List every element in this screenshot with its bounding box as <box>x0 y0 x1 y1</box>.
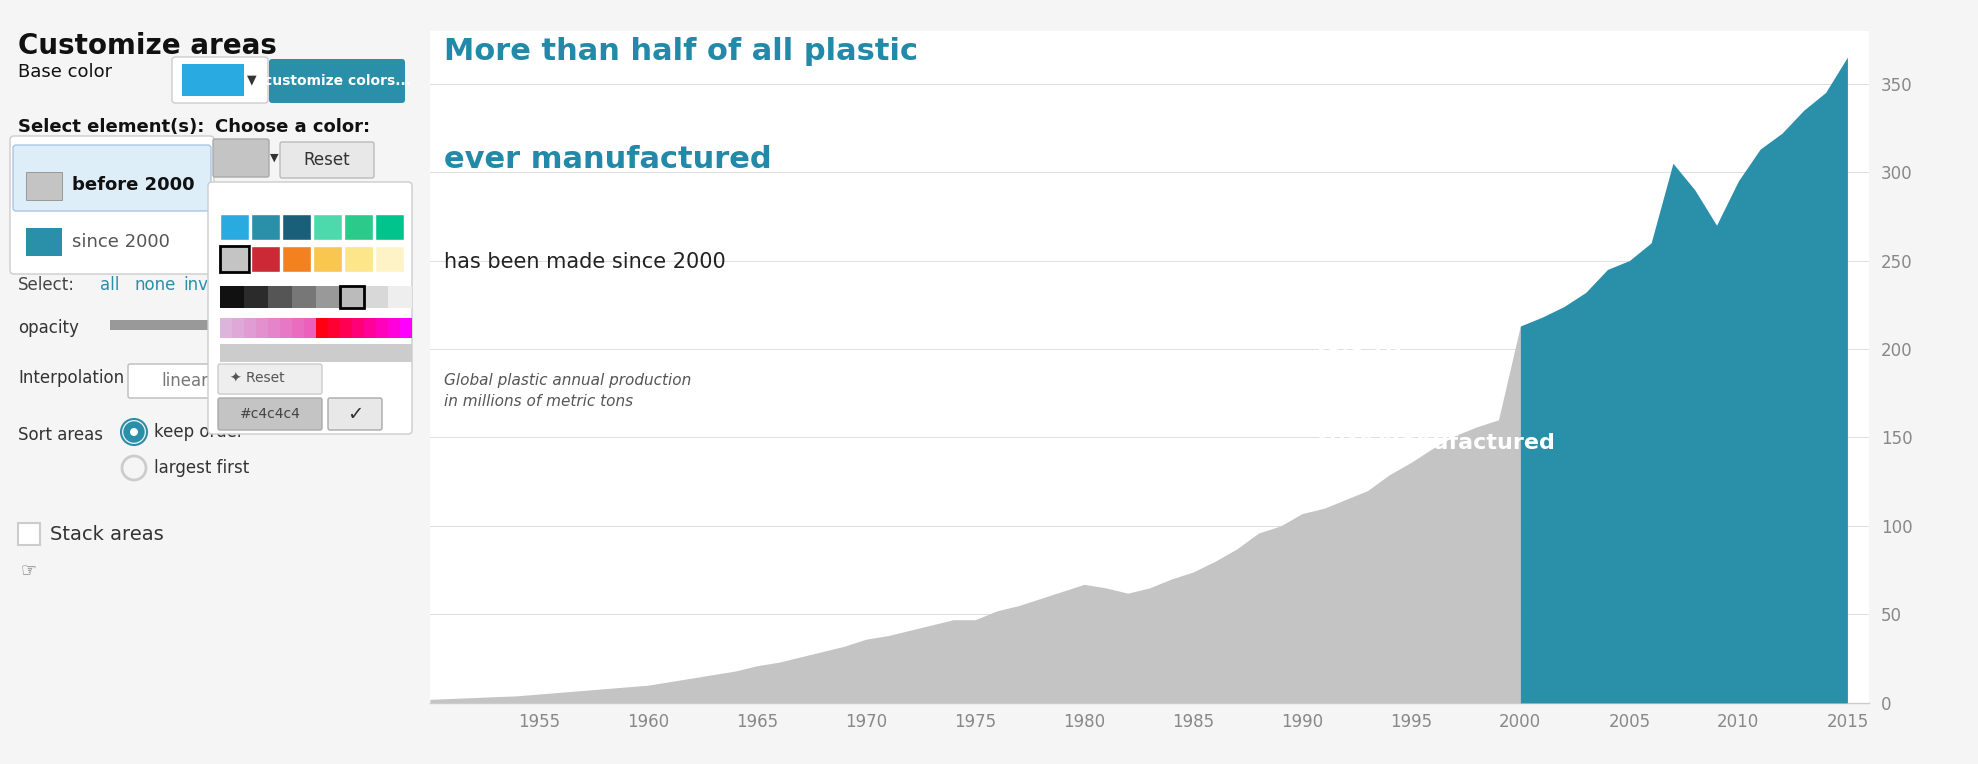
Text: Reset: Reset <box>305 151 350 169</box>
Bar <box>344 246 374 272</box>
FancyBboxPatch shape <box>269 59 405 103</box>
Text: ever manufactured: ever manufactured <box>445 145 771 174</box>
Text: of all plastic
ever manufactured: of all plastic ever manufactured <box>1315 407 1555 454</box>
Bar <box>364 318 376 338</box>
Bar <box>400 318 411 338</box>
Text: all: all <box>101 276 119 294</box>
Bar <box>283 214 311 240</box>
Circle shape <box>125 422 144 442</box>
Bar <box>243 318 255 338</box>
Bar <box>251 246 281 272</box>
FancyBboxPatch shape <box>129 364 241 398</box>
FancyBboxPatch shape <box>208 182 411 434</box>
Bar <box>267 286 293 308</box>
FancyBboxPatch shape <box>172 57 267 103</box>
Text: has been made since 2000: has been made since 2000 <box>445 252 726 273</box>
FancyBboxPatch shape <box>218 398 322 430</box>
Bar <box>328 318 340 338</box>
Text: ▼: ▼ <box>269 153 279 163</box>
Bar <box>313 214 342 240</box>
Bar <box>293 318 305 338</box>
Bar <box>220 246 249 272</box>
Text: Choose a color:: Choose a color: <box>216 118 370 136</box>
FancyBboxPatch shape <box>10 136 214 274</box>
Text: Customize areas: Customize areas <box>18 32 277 60</box>
Bar <box>305 318 316 338</box>
Bar <box>231 318 243 338</box>
Text: Stack areas: Stack areas <box>49 525 164 543</box>
FancyBboxPatch shape <box>218 364 322 394</box>
Bar <box>376 214 404 240</box>
Text: keep order: keep order <box>154 423 243 441</box>
Bar <box>267 318 281 338</box>
Text: More than half of all plastic: More than half of all plastic <box>445 37 918 66</box>
Bar <box>26 172 61 200</box>
Bar <box>281 318 293 338</box>
Bar <box>340 318 352 338</box>
Text: since 2000: since 2000 <box>71 233 170 251</box>
Text: Select element(s):: Select element(s): <box>18 118 204 136</box>
Text: 59%: 59% <box>1315 326 1402 361</box>
Text: ▼: ▼ <box>247 73 257 86</box>
Text: Interpolation: Interpolation <box>18 369 125 387</box>
Text: invert: invert <box>184 276 231 294</box>
Bar <box>388 286 411 308</box>
Bar <box>220 214 249 240</box>
Text: before 2000: before 2000 <box>71 176 194 194</box>
Text: opacity: opacity <box>18 319 79 337</box>
Text: Base color: Base color <box>18 63 113 81</box>
Text: ☞: ☞ <box>20 561 36 579</box>
Bar <box>388 318 400 338</box>
Text: ✦ Reset: ✦ Reset <box>229 372 285 386</box>
Text: Select:: Select: <box>18 276 75 294</box>
Bar <box>376 246 404 272</box>
Bar <box>220 344 411 362</box>
Text: Global plastic annual production
in millions of metric tons: Global plastic annual production in mill… <box>445 374 692 410</box>
Text: customize colors...: customize colors... <box>263 74 411 88</box>
Bar <box>352 318 364 338</box>
Bar <box>18 523 40 545</box>
Bar <box>251 214 281 240</box>
Text: #c4c4c4: #c4c4c4 <box>239 407 301 421</box>
Bar <box>293 286 316 308</box>
FancyBboxPatch shape <box>328 398 382 430</box>
FancyBboxPatch shape <box>281 142 374 178</box>
Bar <box>376 318 388 338</box>
Text: largest first: largest first <box>154 459 249 477</box>
Bar <box>364 286 388 308</box>
Bar <box>26 228 61 256</box>
Bar <box>220 286 243 308</box>
Bar <box>316 318 328 338</box>
Text: linear: linear <box>162 372 208 390</box>
Text: Sort areas: Sort areas <box>18 426 103 444</box>
Bar <box>220 318 231 338</box>
Bar <box>313 246 342 272</box>
Text: none: none <box>135 276 176 294</box>
Circle shape <box>131 428 138 436</box>
Bar <box>340 286 364 308</box>
FancyBboxPatch shape <box>14 145 212 211</box>
Bar <box>316 286 340 308</box>
FancyBboxPatch shape <box>214 139 269 177</box>
Bar <box>243 286 267 308</box>
Bar <box>340 286 364 308</box>
Bar <box>182 64 243 96</box>
Bar <box>283 246 311 272</box>
Text: ✓: ✓ <box>346 404 364 423</box>
Bar <box>255 318 267 338</box>
Bar <box>344 214 374 240</box>
Bar <box>111 320 301 330</box>
